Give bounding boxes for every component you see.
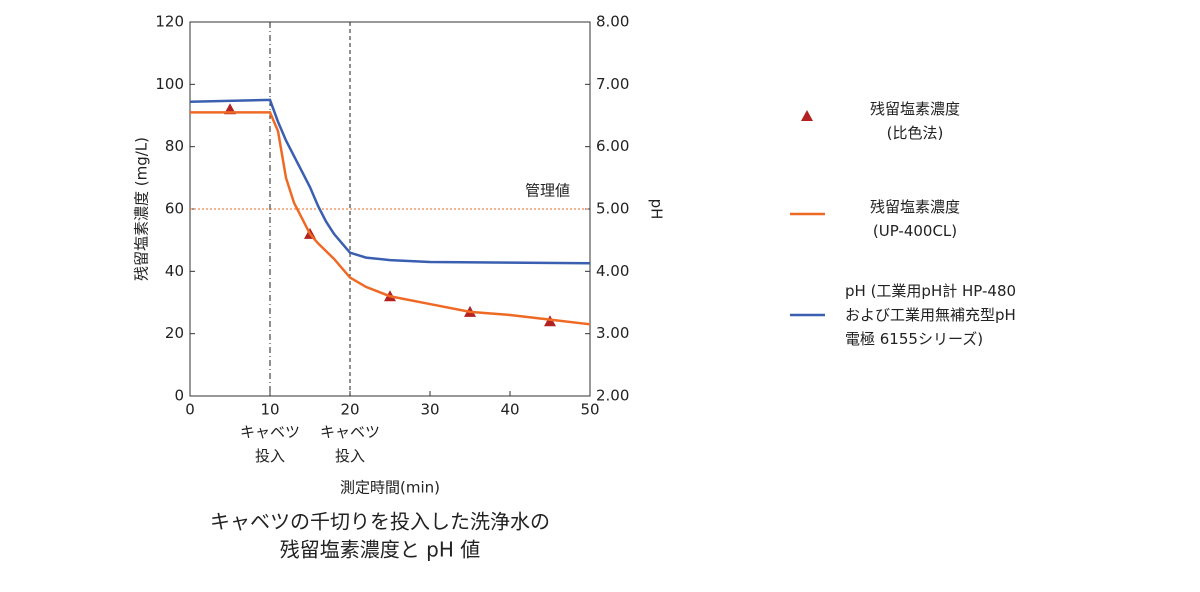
data-line	[190, 111, 591, 326]
y2-axis-title: pH	[648, 199, 666, 220]
y-tick-label: 80	[165, 137, 184, 155]
x-axis-title: 測定時間(min)	[340, 479, 440, 497]
y2-tick-label: 4.00	[596, 262, 629, 280]
y-tick-label: 100	[155, 75, 184, 93]
chart-title: キャベツの千切りを投入した洗浄水の	[210, 510, 550, 534]
legend-label: 残留塩素濃度(比色法)	[870, 100, 960, 142]
y2-tick-label: 3.00	[596, 324, 629, 342]
legend-label: 残留塩素濃度(UP-400CL)	[870, 198, 960, 240]
x-tick-label: 10	[260, 401, 279, 419]
data-line	[189, 98, 591, 265]
y-tick-label: 60	[165, 200, 184, 218]
y-axis-title: 残留塩素濃度 (mg/L)	[133, 137, 151, 281]
y2-tick-label: 5.00	[596, 200, 629, 218]
event-label: キャベツ投入	[320, 423, 380, 465]
x-tick-label: 30	[420, 401, 439, 419]
y2-tick-label: 6.00	[596, 137, 629, 155]
x-tick-label: 20	[340, 401, 359, 419]
chart-title: 残留塩素濃度と pH 値	[280, 538, 480, 562]
y2-tick-label: 2.00	[596, 387, 629, 405]
y2-tick-label: 8.00	[596, 13, 629, 31]
event-label: キャベツ投入	[240, 423, 300, 465]
x-tick-label: 50	[580, 401, 599, 419]
y-tick-label: 40	[165, 262, 184, 280]
y-tick-label: 120	[155, 13, 184, 31]
x-tick-label: 0	[185, 401, 195, 419]
control-label: 管理値	[525, 182, 570, 200]
legend-label: pH (工業用pH計 HP-480 および工業用無補充型pH 電極 6155シリーズ…	[845, 282, 1016, 348]
y-tick-label: 20	[165, 324, 184, 342]
y-tick-label: 0	[174, 387, 184, 405]
legend-marker	[801, 110, 813, 121]
x-tick-label: 40	[500, 401, 519, 419]
y2-tick-label: 7.00	[596, 75, 629, 93]
